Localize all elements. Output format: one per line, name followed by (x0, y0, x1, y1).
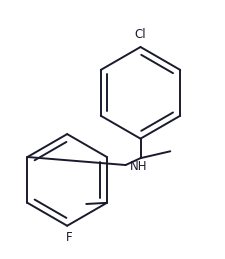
Text: Cl: Cl (134, 28, 146, 41)
Text: F: F (66, 232, 72, 244)
Text: NH: NH (130, 160, 147, 173)
